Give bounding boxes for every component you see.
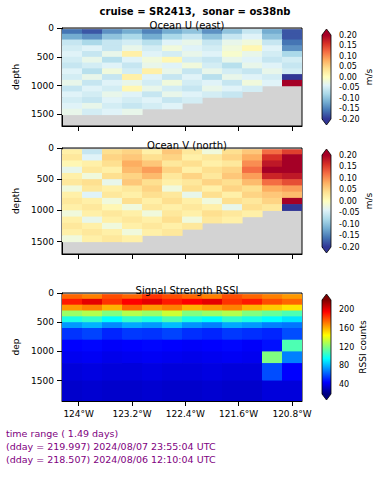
svg-text:-0.05: -0.05 [339,208,360,217]
svg-text:0.20: 0.20 [339,151,357,160]
svg-text:(dday = 218.507) 2024/08/06 12: (dday = 218.507) 2024/08/06 12:10:04 UTC [6,454,216,465]
svg-text:cruise = SR2413, sonar = os38: cruise = SR2413, sonar = os38nb [100,6,291,17]
svg-text:40: 40 [339,380,349,389]
svg-text:160: 160 [339,324,354,333]
svg-text:RSSI counts: RSSI counts [358,320,368,374]
svg-text:m/s: m/s [364,192,374,209]
svg-text:depth: depth [11,64,21,90]
svg-text:80: 80 [339,361,349,370]
svg-text:1000: 1000 [31,81,54,91]
svg-text:1000: 1000 [31,346,54,356]
svg-text:-0.10: -0.10 [339,94,360,103]
svg-text:0.15: 0.15 [339,162,357,171]
svg-text:Signal Strength RSSI: Signal Strength RSSI [136,285,239,296]
svg-text:m/s: m/s [364,68,374,85]
svg-text:Ocean U (east): Ocean U (east) [150,20,225,31]
svg-text:-0.05: -0.05 [339,83,360,92]
svg-text:1000: 1000 [31,205,54,215]
svg-text:1500: 1500 [31,237,54,247]
svg-text:120: 120 [339,343,354,352]
svg-text:124°W: 124°W [63,409,94,419]
svg-text:0.15: 0.15 [339,41,357,50]
svg-text:-0.15: -0.15 [339,104,360,113]
svg-text:0.00: 0.00 [339,73,357,82]
svg-text:1500: 1500 [31,376,54,386]
svg-text:-0.10: -0.10 [339,220,360,229]
svg-text:120.8°W: 120.8°W [272,409,311,419]
svg-text:0.05: 0.05 [339,62,357,71]
svg-text:time range ( 1.49 days): time range ( 1.49 days) [6,428,118,439]
svg-text:0.00: 0.00 [339,197,357,206]
svg-text:0.05: 0.05 [339,185,357,194]
svg-text:0.10: 0.10 [339,174,357,183]
svg-text:-0.15: -0.15 [339,231,360,240]
svg-text:0: 0 [48,288,54,298]
svg-text:0.10: 0.10 [339,52,357,61]
svg-text:500: 500 [37,52,54,62]
svg-text:200: 200 [339,305,354,314]
svg-text:-0.20: -0.20 [339,243,360,252]
svg-text:-0.20: -0.20 [339,115,360,124]
svg-text:0.20: 0.20 [339,31,357,40]
svg-text:0: 0 [48,23,54,33]
svg-text:123.2°W: 123.2°W [112,409,151,419]
svg-text:Ocean V (north): Ocean V (north) [147,140,227,151]
svg-text:500: 500 [37,174,54,184]
svg-text:dep: dep [11,338,21,355]
svg-text:depth: depth [11,188,21,214]
svg-text:0: 0 [48,143,54,153]
svg-text:1500: 1500 [31,109,54,119]
svg-text:(dday = 219.997) 2024/08/07 23: (dday = 219.997) 2024/08/07 23:55:04 UTC [6,441,216,452]
svg-text:122.4°W: 122.4°W [166,409,205,419]
svg-text:500: 500 [37,317,54,327]
svg-text:121.6°W: 121.6°W [219,409,258,419]
